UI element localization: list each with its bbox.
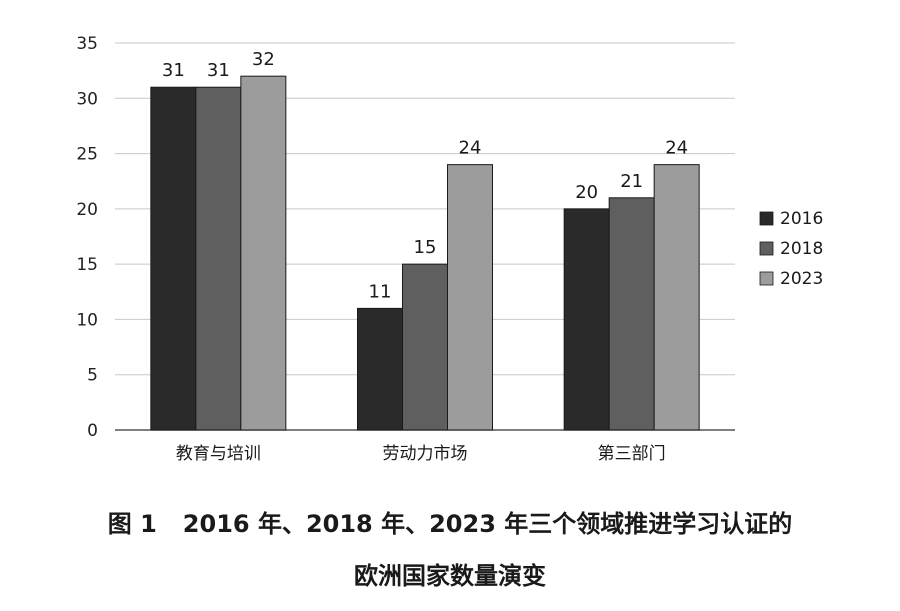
legend-label: 2016	[780, 209, 823, 229]
legend-swatch	[759, 241, 774, 256]
data-label: 31	[162, 60, 185, 81]
data-label: 11	[369, 281, 392, 302]
figure-caption-line-2: 欧洲国家数量演变	[354, 562, 546, 590]
y-tick-label: 15	[76, 255, 98, 275]
y-tick-label: 35	[76, 34, 98, 54]
bar-2023	[240, 75, 287, 431]
x-category-label: 劳动力市场	[383, 444, 468, 464]
caption-text-1: 2016 年、2018 年、2023 年三个领域推进学习认证的	[182, 510, 793, 538]
data-label: 24	[665, 138, 688, 159]
legend-label: 2018	[780, 239, 823, 259]
bar-chart: 0 5 10 15 20 25 30 35 31 31 32 11 15 24 20 21 24 教育与培训 劳…	[76, 34, 823, 464]
figure-caption-line-1: 图 1 2016 年、2018 年、2023 年三个领域推进学习认证的	[0, 504, 900, 539]
figure-number: 图 1	[107, 510, 157, 538]
y-axis: 0 5 10 15 20 25 30 35	[76, 34, 98, 441]
bar-2016	[563, 208, 610, 431]
x-category-label: 第三部门	[598, 444, 666, 464]
y-tick-label: 30	[76, 89, 98, 109]
data-label: 32	[252, 49, 275, 70]
legend: 2016 2018 2023	[759, 209, 823, 289]
y-tick-label: 0	[87, 421, 98, 441]
data-label: 21	[620, 171, 643, 192]
data-label: 20	[575, 182, 598, 203]
legend-swatch	[759, 211, 774, 226]
bar-2018	[195, 86, 242, 431]
bar-2018	[608, 197, 655, 431]
bar-2016	[357, 307, 403, 431]
data-label: 15	[414, 237, 437, 258]
legend-label: 2023	[780, 269, 823, 289]
bars	[150, 75, 700, 431]
x-axis: 教育与培训 劳动力市场 第三部门	[176, 444, 666, 464]
x-category-label: 教育与培训	[176, 444, 261, 464]
bar-2016	[150, 86, 197, 431]
legend-swatch	[759, 271, 774, 286]
bar-2018	[402, 263, 448, 431]
y-tick-label: 10	[76, 310, 98, 330]
data-label: 24	[459, 138, 482, 159]
data-label: 31	[207, 60, 230, 81]
bar-2023	[447, 164, 493, 431]
bar-2023	[653, 164, 700, 431]
y-tick-label: 20	[76, 200, 98, 220]
y-tick-label: 5	[87, 366, 98, 386]
y-tick-label: 25	[76, 145, 98, 165]
data-labels: 31 31 32 11 15 24 20 21 24	[162, 49, 688, 302]
